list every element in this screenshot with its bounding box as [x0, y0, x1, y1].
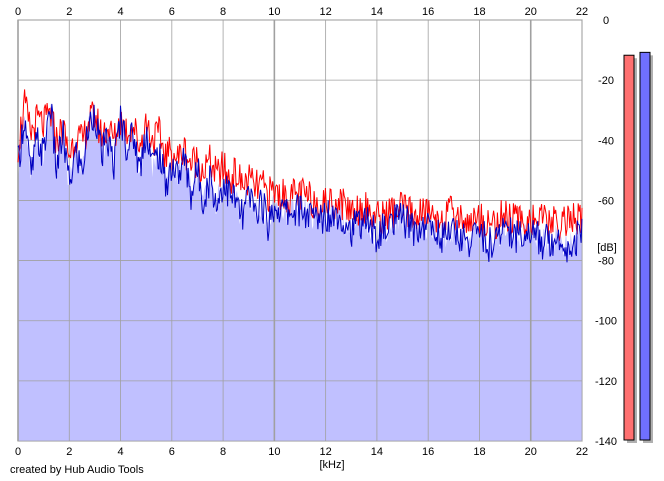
spectrum-fill [18, 101, 582, 442]
x-tick-label-bottom: 12 [320, 446, 332, 458]
level-meter-left [623, 54, 635, 441]
x-tick-label-top: 18 [473, 6, 485, 18]
x-tick-label-bottom: 16 [422, 446, 434, 458]
level-meters [623, 51, 653, 443]
x-tick-label-bottom: 18 [473, 446, 485, 458]
series-line-red [17, 89, 583, 241]
x-tick-label-top: 2 [66, 6, 72, 18]
x-tick-label-bottom: 14 [371, 446, 383, 458]
x-tick-label-bottom: 22 [576, 446, 588, 458]
x-tick-label-top: 16 [422, 6, 434, 18]
x-axis-label: [kHz] [319, 459, 344, 471]
y-axis-label: [dB] [597, 242, 617, 254]
y-tick-label: -100 [595, 316, 617, 328]
x-tick-label-top: 8 [220, 6, 226, 18]
x-tick-label-top: 10 [268, 6, 280, 18]
x-tick-label-bottom: 4 [117, 446, 123, 458]
x-tick-label-top: 12 [320, 6, 332, 18]
spectrum-fill-area [18, 101, 582, 442]
y-tick-label: -20 [598, 75, 614, 87]
level-meter-right [639, 51, 651, 441]
x-tick-label-top: 4 [117, 6, 123, 18]
y-axis-ticks: 0 -20 -40 -60 -80 -100 -120 -140 [595, 15, 617, 448]
y-tick-label: 0 [603, 15, 609, 27]
x-tick-label-top: 20 [525, 6, 537, 18]
x-tick-label-bottom: 20 [525, 446, 537, 458]
x-tick-label-bottom: 8 [220, 446, 226, 458]
y-tick-label: -40 [598, 135, 614, 147]
x-tick-label-top: 14 [371, 6, 383, 18]
x-tick-label-top: 22 [576, 6, 588, 18]
grid-lines [17, 19, 583, 442]
y-tick-label: -140 [595, 436, 617, 448]
x-tick-label-bottom: 0 [15, 446, 21, 458]
x-tick-label-bottom: 6 [169, 446, 175, 458]
y-tick-label: -80 [598, 256, 614, 268]
x-tick-label-top: 6 [169, 6, 175, 18]
credit-text: created by Hub Audio Tools [10, 464, 144, 476]
y-tick-label: -120 [595, 376, 617, 388]
series-line-blue [17, 103, 583, 263]
y-tick-label: -60 [598, 195, 614, 207]
x-tick-label-bottom: 10 [268, 446, 280, 458]
x-tick-label-bottom: 2 [66, 446, 72, 458]
x-tick-label-top: 0 [15, 6, 21, 18]
spectrum-series [17, 89, 583, 263]
